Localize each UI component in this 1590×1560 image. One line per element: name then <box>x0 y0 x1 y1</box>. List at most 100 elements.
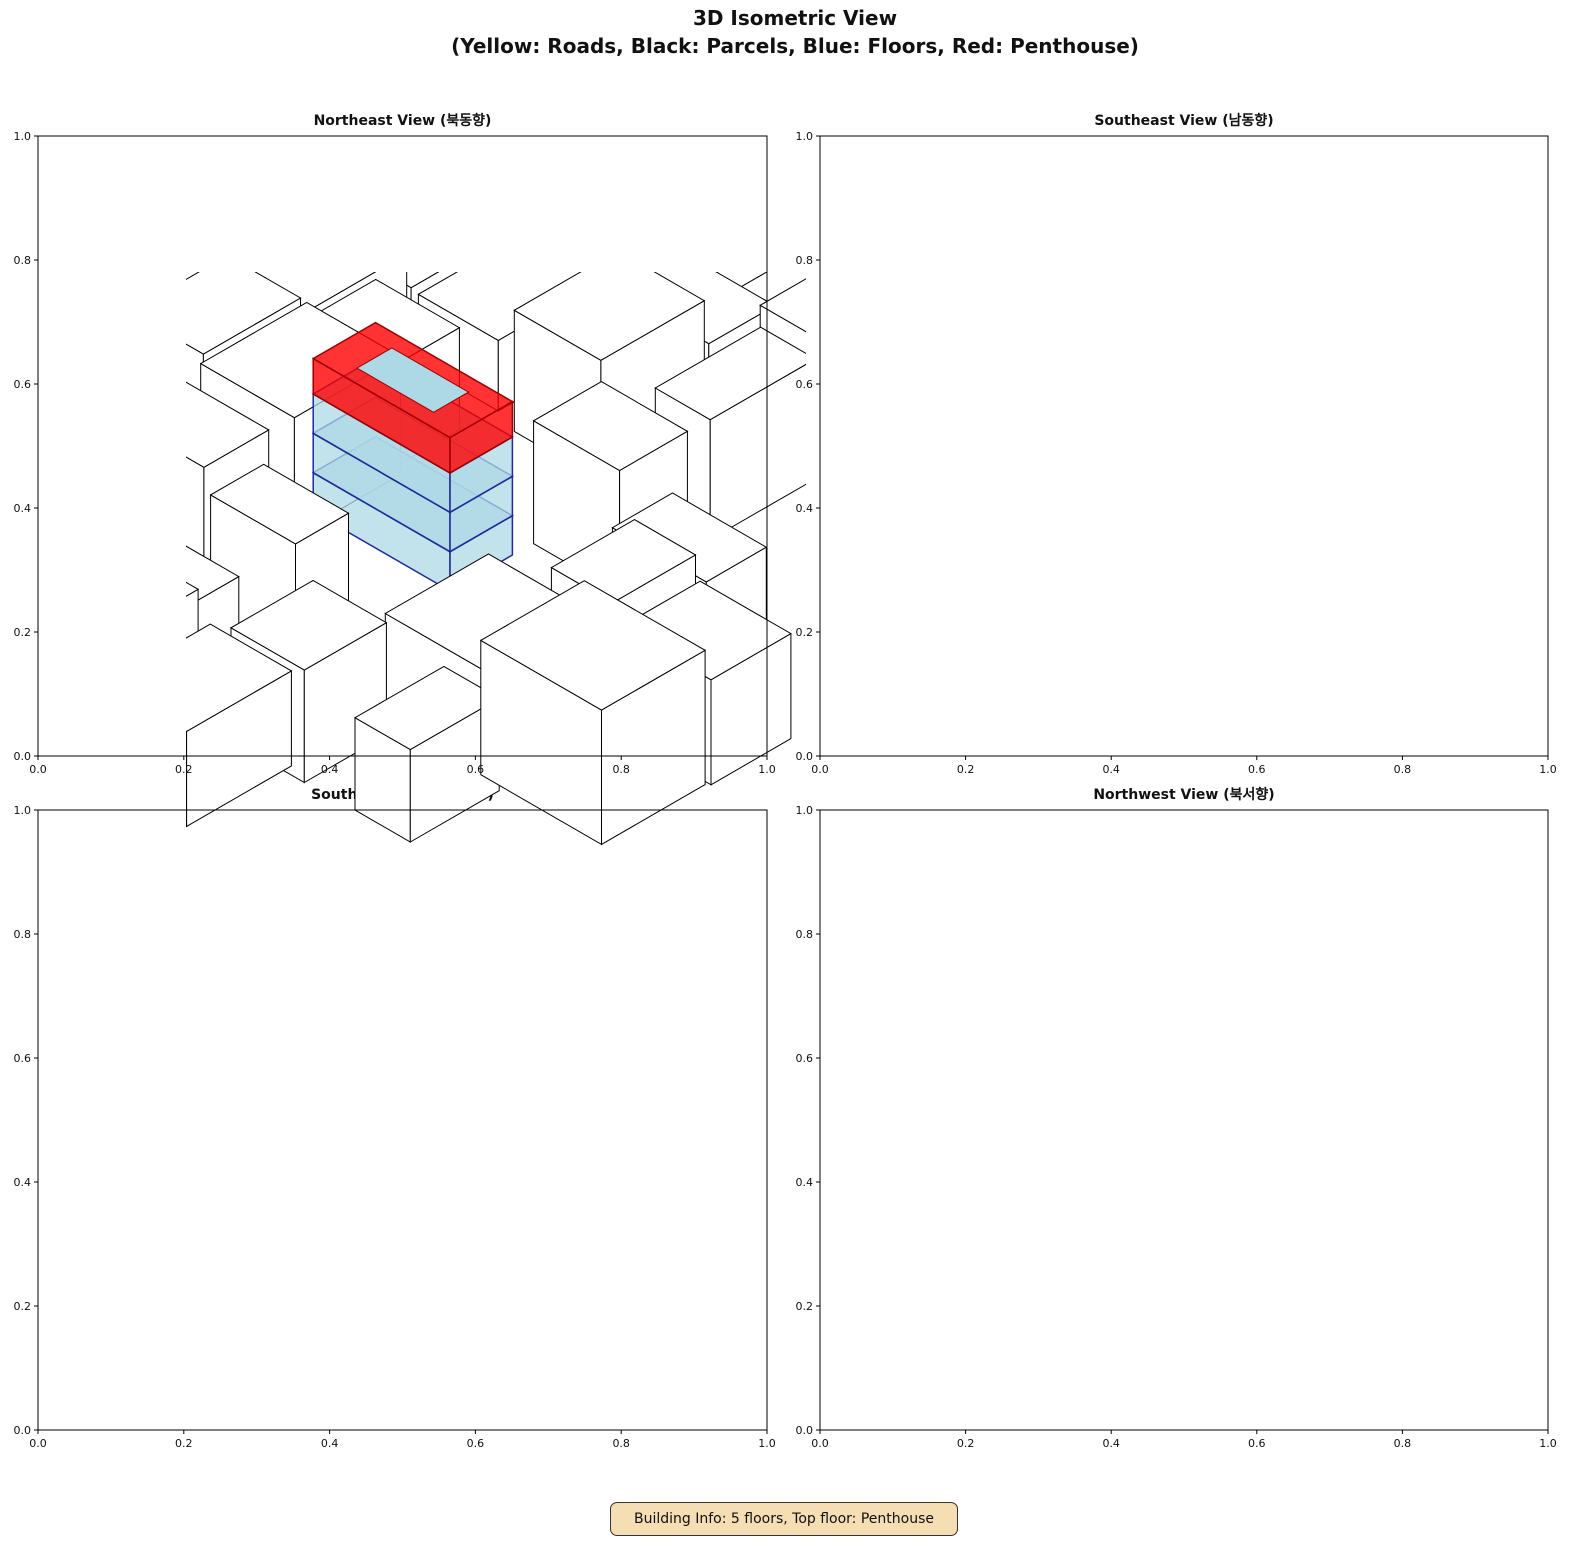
building-top-face <box>0 901 195 1015</box>
x-tick-label: 0.6 <box>467 763 485 776</box>
building-top-face <box>1079 1285 1260 1390</box>
building-right-face <box>186 1113 296 1270</box>
building-top-face <box>1325 437 1447 507</box>
parcel-building <box>1490 1032 1590 1269</box>
building-top-face <box>109 1069 296 1177</box>
x-tick-label: 0.4 <box>321 1437 339 1450</box>
x-tick-label: 0.0 <box>811 1437 829 1450</box>
parcel-building <box>878 597 1051 828</box>
parcel-building <box>1215 105 1395 287</box>
building-top-face <box>309 951 458 1037</box>
building-right-face <box>611 1104 667 1271</box>
building-top-face <box>239 905 352 970</box>
building-top-face <box>1107 391 1278 490</box>
building-right-face <box>300 1388 385 1560</box>
building-top-face <box>812 731 958 815</box>
building-left-face <box>668 1086 721 1202</box>
x-tick-label: 1.0 <box>758 1437 776 1450</box>
parcel-building <box>0 1077 198 1337</box>
building-left-face <box>1086 192 1182 356</box>
building-right-face <box>191 971 268 1149</box>
building-top-face <box>1273 156 1481 276</box>
parcel-building <box>1224 1246 1373 1452</box>
building-left-face <box>979 38 1086 184</box>
building-left-face <box>1438 1082 1502 1214</box>
building-left-face <box>110 564 186 707</box>
building-right-face <box>1200 524 1278 608</box>
building-top-face <box>424 1357 581 1448</box>
building-left-face <box>1286 722 1399 900</box>
building-top-face <box>479 580 707 711</box>
building-top-face <box>668 1051 783 1117</box>
building-right-face <box>1397 546 1484 708</box>
building-top-face <box>1306 856 1500 968</box>
building-top-face <box>228 117 376 203</box>
parcel-building <box>606 890 814 1083</box>
building-right-face <box>1284 701 1347 859</box>
building-right-face <box>300 940 352 1084</box>
road-line <box>875 421 1495 566</box>
building-top-face <box>95 134 297 251</box>
building-right-face <box>1384 220 1481 362</box>
building-left-face <box>1325 470 1389 596</box>
parcel-building <box>816 682 936 859</box>
building-right-face <box>875 1086 949 1214</box>
building-right-face <box>450 1109 512 1185</box>
building-left-face <box>998 586 1078 777</box>
y-tick-label: 0.2 <box>796 1300 814 1313</box>
parcel-building <box>100 918 268 1148</box>
y-tick-label: 0.6 <box>14 1052 32 1065</box>
parcel-building <box>1167 757 1370 979</box>
building-right-face <box>85 1026 180 1205</box>
parcel-building <box>1243 906 1393 1085</box>
building-top-face <box>3 439 174 538</box>
parcel-building <box>304 48 476 244</box>
building-right-face <box>872 962 964 1085</box>
building-right-face <box>1086 63 1149 184</box>
building-left-face <box>147 1343 204 1512</box>
building-left-face <box>1023 1380 1081 1560</box>
building-top-face <box>382 272 440 289</box>
building-left-face <box>1272 1200 1386 1396</box>
x-tick-label: 0.6 <box>467 1437 485 1450</box>
floor-block <box>1107 430 1278 568</box>
penthouse-courtyard <box>356 347 470 413</box>
building-left-face <box>852 1212 973 1383</box>
building-top-face <box>1206 201 1380 301</box>
x-tick-label: 0.2 <box>957 763 975 776</box>
building-top-face <box>998 545 1149 632</box>
building-top-face <box>226 1255 398 1354</box>
parcel-building <box>812 731 958 961</box>
building-top-face <box>1107 430 1278 529</box>
building-top-face <box>1315 499 1483 596</box>
building-left-face <box>402 19 509 182</box>
building-right-face <box>868 249 938 420</box>
parcel-building <box>1431 1089 1590 1338</box>
building-top-face <box>1438 1048 1561 1119</box>
floor-block <box>313 1110 512 1265</box>
building-left-face <box>816 717 876 859</box>
parcel-building <box>560 1201 672 1383</box>
building-right-face <box>1297 40 1370 177</box>
building-top-face <box>27 377 171 460</box>
building-right-face <box>96 493 174 653</box>
road-line <box>333 1080 713 1430</box>
building-right-face <box>1489 907 1590 1088</box>
building-right-face <box>1497 1127 1590 1338</box>
building-right-face <box>864 585 967 777</box>
building-right-face <box>708 43 796 179</box>
building-top-face <box>239 1352 385 1436</box>
parcel-building <box>227 1131 397 1338</box>
parcel-building <box>666 1140 827 1326</box>
parcel-line <box>875 834 1095 914</box>
parcel-building <box>1306 856 1500 1040</box>
building-right-face <box>721 1082 783 1203</box>
building-right-face <box>1489 444 1590 647</box>
building-right-face <box>1200 410 1278 490</box>
y-tick-label: 0.8 <box>796 928 814 941</box>
building-left-face <box>1206 256 1285 424</box>
building-top-face <box>186 545 240 608</box>
building-left-face <box>1401 234 1505 420</box>
y-tick-label: 0.8 <box>14 254 32 267</box>
parcel-building <box>1377 1209 1582 1451</box>
